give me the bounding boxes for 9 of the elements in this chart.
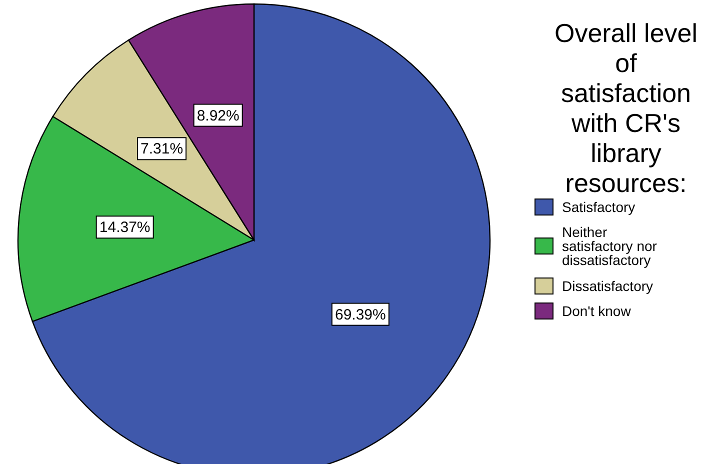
data-label: 69.39% (335, 306, 386, 324)
legend-title: Overall level of satisfaction with CR's library resources: (554, 18, 698, 198)
legend-label: Satisfactory (562, 199, 636, 215)
legend-label: Neither satisfactory nor dissatisfactory (562, 224, 658, 268)
legend-label: Dissatisfactory (562, 278, 654, 294)
data-label: 8.92% (196, 107, 240, 124)
legend-label: Don't know (562, 303, 632, 319)
data-label: 7.31% (140, 140, 184, 158)
data-label: 14.37% (99, 219, 150, 236)
